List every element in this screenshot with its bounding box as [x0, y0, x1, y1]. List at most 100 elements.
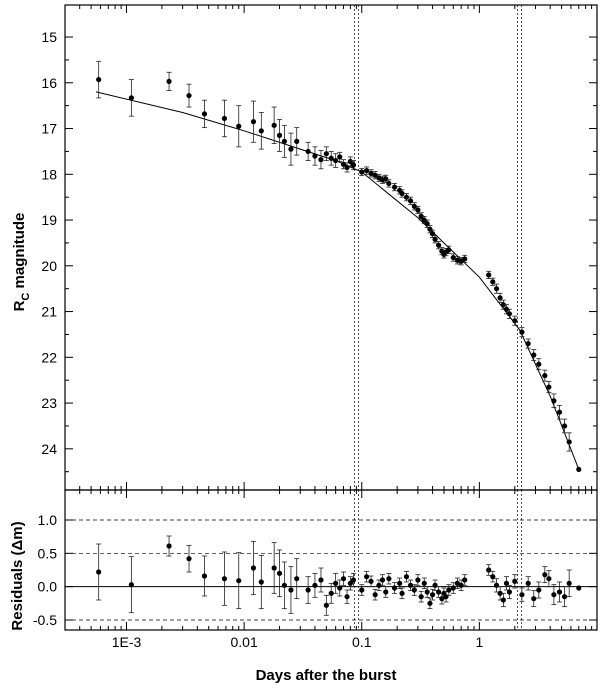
data-point [318, 157, 324, 163]
residual-point [432, 582, 438, 588]
data-point [288, 146, 294, 152]
main-y-axis-title-rest: magnitude [11, 213, 28, 293]
x-axis-title: Days after the burst [256, 667, 397, 684]
residual-point [450, 585, 456, 591]
residual-point [546, 576, 552, 582]
main-y-axis-title: RC magnitude [11, 213, 32, 312]
data-point [166, 78, 172, 85]
residual-point [250, 565, 257, 571]
residual-point [376, 582, 382, 588]
data-point [258, 128, 264, 134]
data-point [566, 439, 572, 445]
residual-point [271, 565, 277, 571]
data-point [432, 236, 438, 242]
data-point [276, 132, 283, 139]
data-point [435, 242, 442, 248]
main-y-axis-title-subscript: C [20, 293, 32, 301]
data-point [542, 373, 548, 379]
y-tick-label: 0.5 [38, 545, 58, 561]
data-point [429, 231, 436, 237]
residual-point [236, 578, 242, 584]
data-point [536, 361, 542, 367]
data-point [427, 226, 433, 232]
residual-point [462, 577, 468, 583]
data-point [364, 168, 370, 174]
data-point [271, 122, 277, 128]
data-point [493, 286, 500, 292]
y-tick-label: 20 [41, 258, 57, 274]
data-point [561, 423, 568, 429]
data-point [337, 154, 343, 160]
residual-point [372, 592, 378, 598]
residual-point [506, 589, 513, 595]
residual-point [415, 577, 421, 583]
data-point [418, 213, 424, 219]
residual-point [312, 582, 318, 588]
residual-point [201, 573, 208, 579]
residual-point [305, 587, 311, 593]
residual-point [503, 580, 510, 586]
residual-point [458, 582, 464, 588]
fit-line [95, 91, 580, 470]
residual-point [364, 574, 370, 580]
residual-point [551, 592, 557, 598]
residual-point [368, 578, 374, 584]
data-point [221, 115, 228, 122]
residual-point [359, 587, 365, 593]
x-tick-label: 0.01 [231, 634, 258, 650]
residual-point [427, 600, 433, 606]
data-point [415, 207, 421, 213]
residual-point [386, 576, 392, 582]
x-tick-label: 1 [475, 634, 483, 650]
main-plot-frame [64, 4, 598, 491]
y-tick-label: 17 [41, 121, 57, 137]
data-point [344, 164, 350, 171]
data-point [446, 247, 452, 253]
residual-point [531, 596, 537, 602]
data-point [546, 384, 552, 390]
residual-point [424, 589, 430, 595]
residual-point [525, 580, 531, 586]
residuals-y-axis-title: Residuals (Δm) [9, 521, 26, 630]
y-tick-label: 0.0 [38, 579, 58, 595]
main-y-axis-title-r: R [11, 300, 28, 311]
data-point [556, 409, 563, 415]
residual-point [323, 602, 329, 608]
data-point [305, 148, 311, 155]
residual-point [490, 574, 496, 580]
residual-point [333, 580, 339, 586]
data-point [96, 76, 102, 83]
residual-point [294, 576, 300, 582]
data-point [328, 155, 334, 161]
residual-point [512, 578, 518, 584]
residual-point [443, 594, 449, 600]
data-point [201, 111, 208, 117]
residual-point [221, 576, 228, 582]
residual-point [542, 572, 548, 578]
residual-point [328, 590, 334, 596]
data-point [512, 318, 518, 324]
y-tick-label: 21 [41, 304, 57, 320]
residual-point [281, 582, 288, 588]
y-tick-label: -0.5 [33, 612, 57, 628]
residual-point [344, 594, 350, 600]
data-point [500, 302, 506, 308]
data-point [503, 306, 510, 312]
data-point [281, 138, 288, 144]
residual-point [486, 567, 492, 573]
data-point [323, 151, 329, 157]
data-point [450, 254, 456, 261]
data-point [391, 184, 398, 190]
residual-point [128, 582, 134, 588]
data-point [359, 169, 365, 175]
residual-point [399, 590, 405, 596]
data-point [386, 180, 392, 187]
residual-point [379, 577, 386, 583]
data-point [368, 170, 374, 176]
residual-point [446, 587, 452, 593]
data-point [576, 466, 582, 473]
residual-point [186, 556, 192, 562]
residual-point [536, 587, 542, 593]
residual-point [258, 579, 264, 585]
